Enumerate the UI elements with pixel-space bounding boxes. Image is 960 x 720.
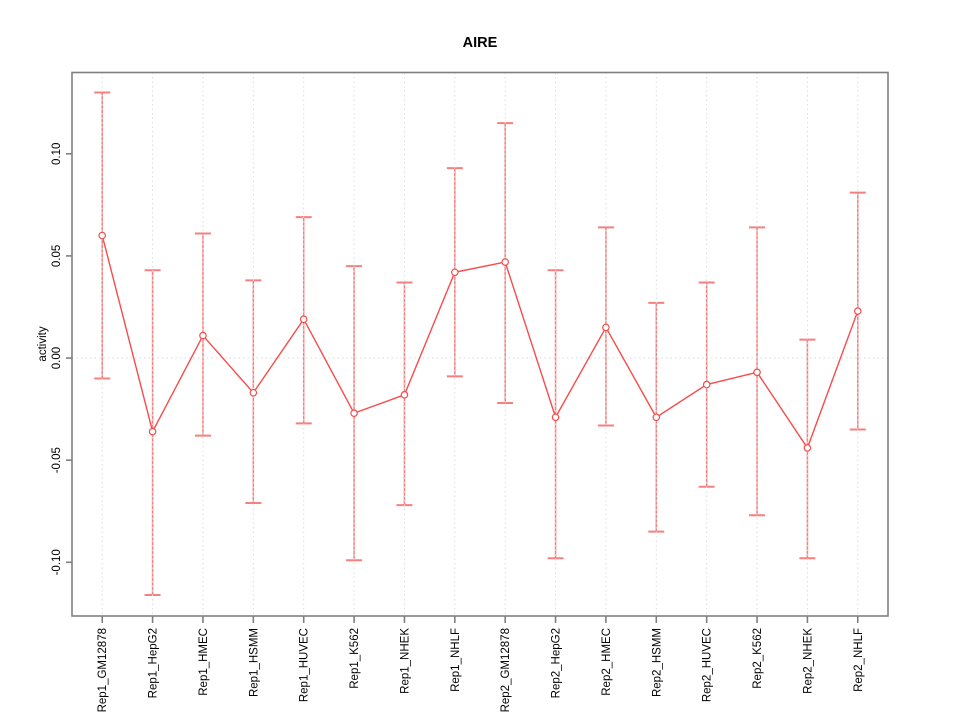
y-tick-label: 0.05 xyxy=(51,245,63,267)
x-category-label: Rep1_NHLF xyxy=(450,628,462,692)
y-tick-label: 0.00 xyxy=(51,347,63,369)
x-category-label: Rep1_GM12878 xyxy=(97,628,109,712)
x-category-label: Rep2_HUVEC xyxy=(702,628,714,702)
data-point-marker xyxy=(299,315,308,324)
data-point-marker xyxy=(602,323,610,332)
data-point-marker xyxy=(400,391,409,399)
x-category-label: Rep2_HMEC xyxy=(601,628,613,696)
x-category-label: Rep2_HepG2 xyxy=(551,628,563,698)
data-point-marker xyxy=(551,413,560,422)
y-axis-label: activity xyxy=(37,326,49,361)
x-category-label: Rep2_NHLF xyxy=(853,628,865,692)
data-point-marker xyxy=(753,368,761,377)
data-point-marker xyxy=(853,307,862,315)
data-point-marker xyxy=(148,427,157,436)
axes-layer xyxy=(66,152,859,623)
x-category-label: Rep1_HSMM xyxy=(248,628,260,697)
x-category-label: Rep1_HMEC xyxy=(198,628,210,696)
y-tick-label: -0.05 xyxy=(51,447,63,473)
tick-labels-layer: -0.10 -0.05 0.00 0.05 0.10 Rep1_GM12878 Rep1_H… xyxy=(51,143,865,713)
x-category-label: Rep2_NHEK xyxy=(802,628,814,694)
data-point-marker xyxy=(702,380,711,389)
data-point-marker xyxy=(501,258,509,266)
plot-border xyxy=(71,71,889,617)
x-category-label: Rep1_NHEK xyxy=(399,628,411,694)
data-point-marker xyxy=(652,413,661,422)
x-category-label: Rep2_GM12878 xyxy=(500,628,512,712)
chart-title: AIRE xyxy=(463,35,498,51)
x-category-label: Rep1_HUVEC xyxy=(299,628,311,702)
gridlines-layer xyxy=(72,72,888,616)
data-point-marker xyxy=(803,444,812,452)
series-layer xyxy=(98,231,862,452)
data-point-marker xyxy=(451,268,459,277)
y-tick-label: 0.10 xyxy=(51,143,63,165)
data-point-marker xyxy=(350,409,358,417)
data-point-marker xyxy=(98,231,107,240)
x-category-label: Rep1_K562 xyxy=(349,628,361,689)
y-tick-label: -0.10 xyxy=(51,549,63,575)
x-category-label: Rep2_K562 xyxy=(752,628,764,689)
data-point-marker xyxy=(249,388,258,397)
data-point-marker xyxy=(199,331,207,340)
x-category-label: Rep1_HepG2 xyxy=(148,628,160,698)
x-category-label: Rep2_HSMM xyxy=(651,628,663,697)
series-line xyxy=(101,235,859,450)
